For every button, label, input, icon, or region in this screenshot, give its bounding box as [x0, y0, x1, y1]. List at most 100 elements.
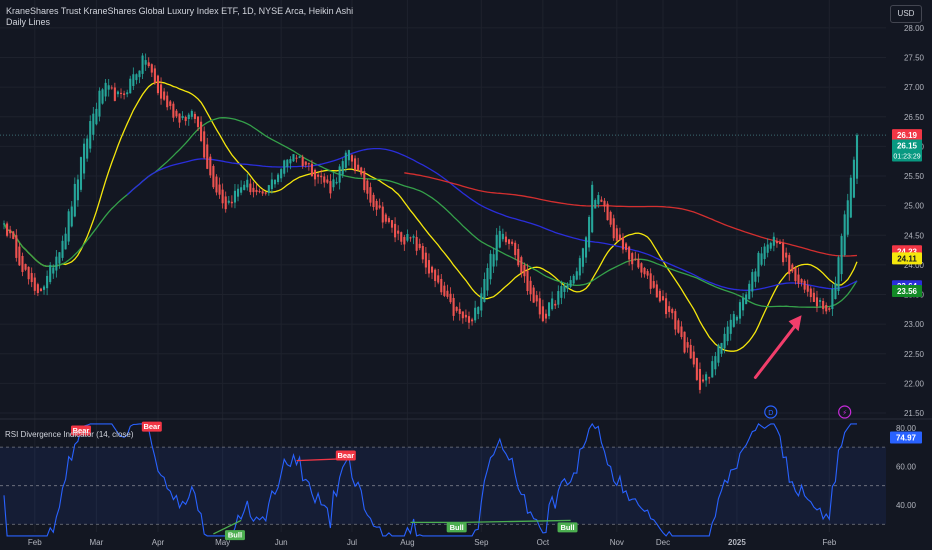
candle-body: [458, 308, 461, 314]
candle-body: [378, 205, 381, 208]
candle-body: [572, 275, 575, 284]
candle-body: [172, 103, 175, 118]
candle-body: [825, 305, 828, 312]
candle-body: [163, 91, 166, 100]
candle-body: [236, 188, 240, 197]
price-badge-label: 23.56: [897, 287, 918, 296]
candle-body: [489, 253, 492, 280]
candle-body: [437, 275, 440, 283]
candle-body: [831, 289, 834, 310]
candle-body: [280, 169, 283, 179]
ma-200-line: [404, 172, 858, 257]
candle-body: [400, 232, 403, 242]
candle-body: [628, 246, 631, 260]
price-tick-label: 22.00: [904, 379, 925, 388]
candle-body: [203, 131, 206, 158]
candle-body: [852, 159, 855, 198]
candle-body: [803, 280, 806, 290]
moving-averages: [3, 81, 858, 352]
time-tick-label: Oct: [537, 538, 550, 547]
candle-body: [58, 252, 61, 264]
candle-body: [477, 306, 480, 315]
candle-body: [169, 101, 172, 106]
candle-body: [206, 144, 209, 169]
candle-body: [221, 189, 224, 204]
candle-body: [461, 311, 464, 319]
price-badge: [892, 129, 922, 142]
candle-body: [680, 326, 683, 338]
candle-body: [397, 230, 400, 234]
currency-button[interactable]: USD: [890, 5, 922, 23]
candle-body: [843, 214, 846, 256]
candles: [2, 53, 859, 394]
candle-body: [520, 257, 523, 273]
candle-body: [788, 255, 791, 275]
candle-body: [292, 154, 295, 162]
candle-body: [418, 243, 421, 249]
candle-body: [837, 257, 840, 292]
candle-body: [295, 157, 298, 159]
candle-body: [55, 256, 58, 271]
candle-body: [166, 95, 169, 108]
time-tick-label: Apr: [152, 538, 165, 547]
candle-body: [42, 286, 46, 290]
candle-body: [73, 183, 76, 217]
candle-body: [658, 290, 661, 302]
event-icon-label: D: [768, 409, 773, 417]
time-tick-label: Sep: [474, 538, 489, 547]
candle-body: [738, 302, 742, 319]
candle-body: [33, 277, 36, 291]
candle-body: [723, 333, 726, 349]
candle-body: [193, 113, 196, 119]
candle-body: [64, 233, 67, 250]
candle-body: [110, 87, 113, 89]
candle-body: [326, 179, 329, 183]
price-tick-label: 21.50: [904, 409, 925, 418]
candle-body: [612, 218, 615, 239]
candle-body: [464, 314, 467, 318]
candle-body: [584, 237, 588, 258]
indicator-name[interactable]: Daily Lines: [6, 17, 51, 27]
candle-body: [507, 239, 511, 244]
time-tick-label: 2025: [728, 538, 746, 547]
rsi-indicator-title[interactable]: RSI Divergence Indicator (14, close): [5, 430, 134, 439]
candle-body: [754, 271, 757, 282]
price-badge: [892, 284, 922, 297]
bull-signal-badge: [557, 522, 578, 533]
candle-body: [298, 156, 301, 158]
candle-body: [116, 91, 119, 95]
candle-body: [283, 160, 286, 174]
candle-body: [840, 236, 843, 275]
candle-body: [541, 306, 544, 322]
time-tick-label: May: [215, 538, 230, 547]
candle-body: [427, 260, 431, 274]
time-tick-label: Mar: [89, 538, 103, 547]
signal-label: Bull: [450, 523, 464, 532]
candle-body: [846, 200, 849, 235]
symbol-title[interactable]: KraneShares Trust KraneShares Global Lux…: [6, 6, 354, 16]
candle-body: [233, 190, 237, 203]
candle-body: [501, 233, 504, 240]
candle-body: [711, 361, 714, 378]
price-tick-label: 25.50: [904, 172, 925, 181]
candle-body: [828, 308, 831, 310]
candle-body: [218, 184, 221, 195]
axes: 28.0027.5027.0026.5026.0025.5025.0024.50…: [28, 24, 925, 547]
candle-body: [751, 272, 754, 292]
candle-body: [732, 314, 735, 327]
ma-100-line: [126, 147, 858, 291]
candle-body: [471, 319, 474, 322]
signal-label: Bull: [560, 523, 574, 532]
price-tick-label: 27.50: [904, 54, 925, 63]
candle-body: [446, 290, 449, 297]
candle-body: [683, 331, 686, 353]
candle-body: [661, 296, 665, 301]
last-price-badge: [892, 139, 922, 162]
candle-body: [778, 242, 782, 245]
candle-body: [95, 108, 98, 125]
candle-body: [637, 259, 640, 268]
candle-body: [98, 90, 101, 117]
time-tick-label: Jun: [275, 538, 288, 547]
